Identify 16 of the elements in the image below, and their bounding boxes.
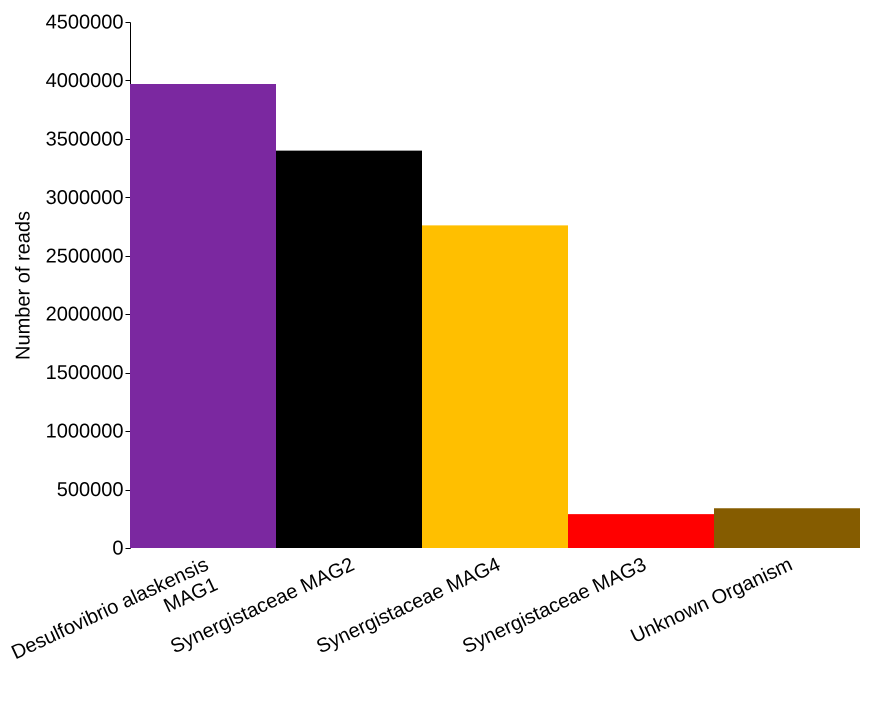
bar — [568, 514, 714, 548]
bar — [276, 150, 422, 548]
y-tick-label: 1000000 — [46, 420, 124, 443]
y-axis-title: Number of reads — [12, 211, 35, 360]
y-tick-label: 2000000 — [46, 304, 124, 326]
y-tick-label: 500000 — [56, 479, 124, 502]
bar — [130, 84, 276, 548]
y-tick-label: 0 — [112, 538, 124, 560]
y-tick-label: 1500000 — [46, 362, 124, 384]
bar — [714, 508, 860, 548]
bar — [422, 225, 568, 548]
y-tick-label: 4500000 — [46, 12, 124, 34]
y-tick-label: 4000000 — [46, 70, 124, 92]
y-tick-label: 3500000 — [46, 128, 124, 150]
y-tick-label: 3000000 — [46, 186, 124, 209]
y-tick-label: 2500000 — [46, 245, 124, 268]
